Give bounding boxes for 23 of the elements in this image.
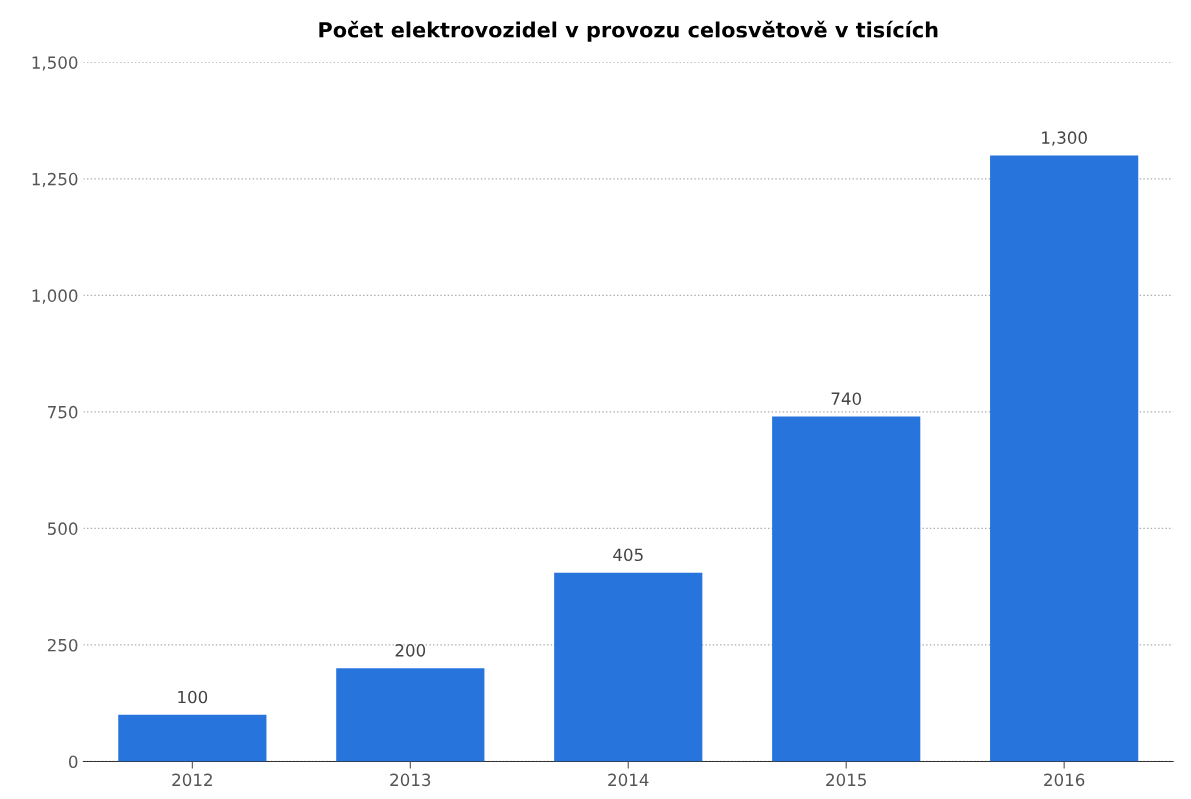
data-label: 1,300 xyxy=(1042,131,1087,146)
bar xyxy=(336,668,485,762)
x-tick-label: 2015 xyxy=(826,773,866,787)
y-tick-label: 1,000 xyxy=(32,289,78,304)
bar xyxy=(990,155,1139,762)
y-tick-label: 1,250 xyxy=(32,172,78,188)
data-label: 740 xyxy=(831,392,861,405)
data-label: 100 xyxy=(178,690,208,704)
y-tick-label: 1,500 xyxy=(32,56,78,71)
bar xyxy=(554,572,703,762)
y-tick-label: 750 xyxy=(48,405,78,419)
x-tick-label: 2016 xyxy=(1044,773,1085,787)
x-tick-label: 2014 xyxy=(608,773,649,787)
x-tick-label: 2012 xyxy=(172,773,212,787)
y-tick-label: 250 xyxy=(47,638,78,652)
chart-title: Počet elektrovozidel v provozu celosvětově v tisících xyxy=(319,20,938,42)
y-tick-label: 500 xyxy=(47,522,78,535)
data-label: 405 xyxy=(613,548,643,562)
data-label: 200 xyxy=(395,644,426,657)
bar xyxy=(118,714,267,762)
bar xyxy=(772,416,921,762)
y-tick-label: 0 xyxy=(69,755,78,769)
x-tick-label: 2013 xyxy=(390,773,431,787)
